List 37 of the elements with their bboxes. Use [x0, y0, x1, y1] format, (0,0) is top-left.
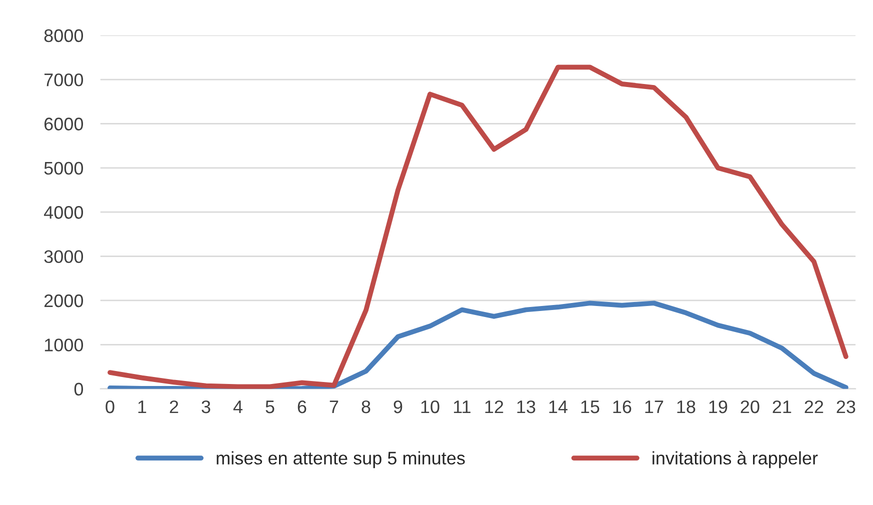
x-tick-label: 21	[772, 400, 792, 414]
x-tick-label: 6	[298, 400, 306, 414]
y-tick-label: 1000	[44, 338, 84, 352]
x-tick-label: 15	[581, 400, 600, 414]
y-tick-label: 2000	[44, 294, 84, 308]
y-tick-label: 5000	[44, 162, 84, 175]
legend-label: invitations à rappeler	[652, 451, 818, 468]
x-tick-label: 10	[421, 400, 440, 414]
x-tick-label: 12	[485, 400, 504, 414]
y-tick-label: 4000	[44, 206, 84, 219]
x-tick-label: 18	[677, 400, 696, 414]
line-series	[108, 64, 848, 389]
x-tick-label: 16	[613, 400, 632, 414]
x-tick-label: 17	[645, 400, 664, 414]
y-tick-label: 3000	[44, 250, 84, 264]
x-tick-label: 23	[836, 400, 856, 414]
x-tick-label: 22	[804, 400, 824, 414]
x-tick-label: 19	[709, 400, 728, 414]
x-tick-label: 3	[202, 400, 210, 414]
x-tick-label: 11	[454, 400, 470, 414]
x-tick-label: 8	[362, 400, 370, 414]
x-tick-label: 1	[138, 400, 146, 414]
x-tick-label: 4	[233, 400, 242, 414]
x-tick-label: 13	[517, 400, 536, 414]
line-series	[108, 300, 848, 389]
x-tick-label: 9	[394, 400, 402, 414]
x-tick-label: 0	[106, 400, 114, 414]
y-tick-label: 0	[74, 382, 84, 396]
x-tick-label: 7	[330, 400, 338, 414]
y-tick-label: 6000	[44, 118, 84, 130]
x-tick-label: 5	[266, 400, 274, 414]
x-tick-label: 20	[740, 400, 760, 414]
x-tick-label: 14	[549, 400, 568, 414]
y-tick-label: 8000	[44, 29, 84, 42]
y-tick-label: 7000	[44, 73, 84, 86]
legend-label: mises en attente sup 5 minutes	[216, 451, 465, 468]
x-tick-label: 2	[170, 400, 178, 414]
